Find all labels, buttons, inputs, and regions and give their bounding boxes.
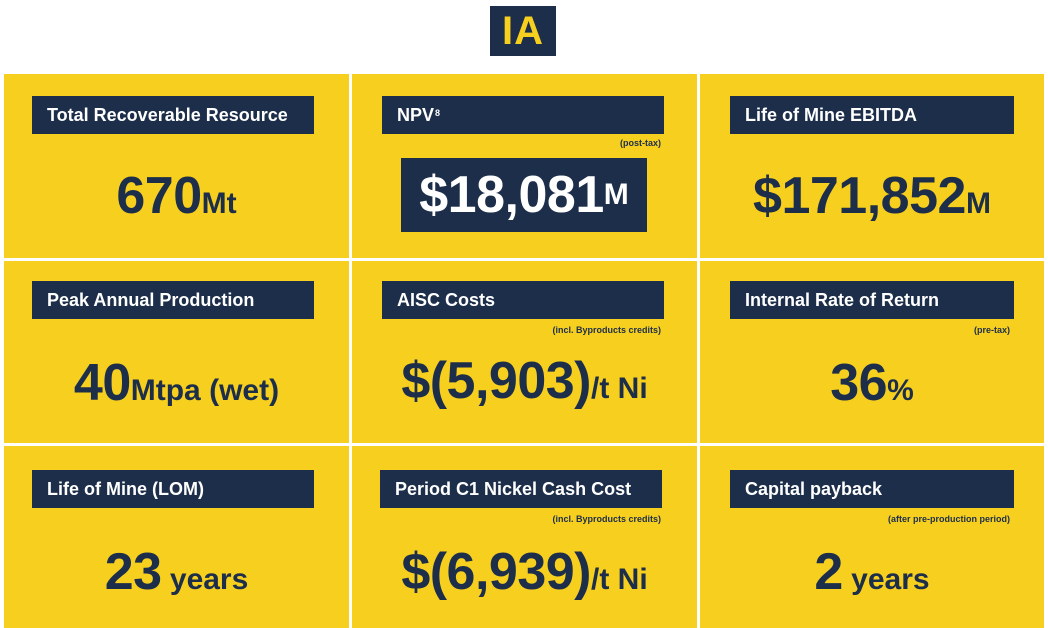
metric-label: Life of Mine EBITDA bbox=[730, 96, 1014, 134]
metric-number: 23 bbox=[104, 543, 162, 601]
metric-label: Total Recoverable Resource bbox=[32, 96, 314, 134]
metric-note: (pre-tax) bbox=[973, 325, 1010, 335]
metric-value: $(5,903)/t Ni bbox=[352, 351, 697, 411]
metric-unit: M bbox=[965, 187, 991, 220]
metric-number: $18,081 bbox=[419, 166, 604, 224]
metric-unit: Mtpa (wet) bbox=[130, 374, 280, 407]
metrics-grid: Total Recoverable Resource 670Mt NPV 8 (p… bbox=[4, 74, 1044, 628]
metric-label: AISC Costs bbox=[382, 281, 664, 319]
metric-unit: /t Ni bbox=[591, 372, 648, 405]
metric-value: 2 years bbox=[700, 542, 1044, 602]
metric-note: (post-tax) bbox=[620, 138, 661, 148]
metric-value: 40Mtpa (wet) bbox=[4, 353, 349, 413]
metric-note: (after pre-production period) bbox=[888, 514, 1010, 524]
metric-label: Peak Annual Production bbox=[32, 281, 314, 319]
metric-label: Life of Mine (LOM) bbox=[32, 470, 314, 508]
metric-unit: /t Ni bbox=[591, 563, 648, 596]
metric-value: $171,852M bbox=[700, 166, 1044, 226]
metric-value-highlight: $18,081 M bbox=[401, 158, 647, 232]
section-badge: IA bbox=[490, 6, 556, 56]
metric-number: $171,852 bbox=[753, 167, 966, 225]
metric-card-irr: Internal Rate of Return (pre-tax) 36% bbox=[700, 261, 1044, 443]
metric-card-payback: Capital payback (after pre-production pe… bbox=[700, 446, 1044, 628]
metric-unit: years bbox=[161, 563, 249, 596]
metric-unit: years bbox=[842, 563, 930, 596]
metric-card-c1-cost: Period C1 Nickel Cash Cost (incl. Byprod… bbox=[352, 446, 697, 628]
metric-label: Capital payback bbox=[730, 470, 1014, 508]
metric-unit: M bbox=[603, 178, 629, 211]
metric-note: (incl. Byproducts credits) bbox=[552, 325, 661, 335]
metric-value: 670Mt bbox=[4, 166, 349, 226]
metric-number: 670 bbox=[116, 167, 202, 225]
metric-value: 36% bbox=[700, 353, 1044, 413]
metric-unit: Mt bbox=[201, 187, 237, 220]
metric-note: (incl. Byproducts credits) bbox=[552, 514, 661, 524]
metric-card-npv: NPV 8 (post-tax) $18,081 M bbox=[352, 74, 697, 258]
footnote-marker: 8 bbox=[435, 108, 441, 118]
metric-card-resource: Total Recoverable Resource 670Mt bbox=[4, 74, 349, 258]
metric-unit: % bbox=[887, 374, 914, 407]
metric-number: 36 bbox=[830, 354, 888, 412]
metric-number: $(5,903) bbox=[401, 352, 591, 410]
metric-card-lom: Life of Mine (LOM) 23 years bbox=[4, 446, 349, 628]
metric-label: NPV 8 bbox=[382, 96, 664, 134]
metric-number: 40 bbox=[73, 354, 131, 412]
metric-card-production: Peak Annual Production 40Mtpa (wet) bbox=[4, 261, 349, 443]
metric-value: $(6,939)/t Ni bbox=[352, 542, 697, 602]
metric-number: 2 bbox=[814, 543, 843, 601]
metric-label: Period C1 Nickel Cash Cost bbox=[380, 470, 662, 508]
metric-value: 23 years bbox=[4, 542, 349, 602]
metric-number: $(6,939) bbox=[401, 543, 591, 601]
metric-label-text: NPV bbox=[397, 104, 435, 125]
metric-card-ebitda: Life of Mine EBITDA $171,852M bbox=[700, 74, 1044, 258]
metric-card-aisc: AISC Costs (incl. Byproducts credits) $(… bbox=[352, 261, 697, 443]
metric-label: Internal Rate of Return bbox=[730, 281, 1014, 319]
